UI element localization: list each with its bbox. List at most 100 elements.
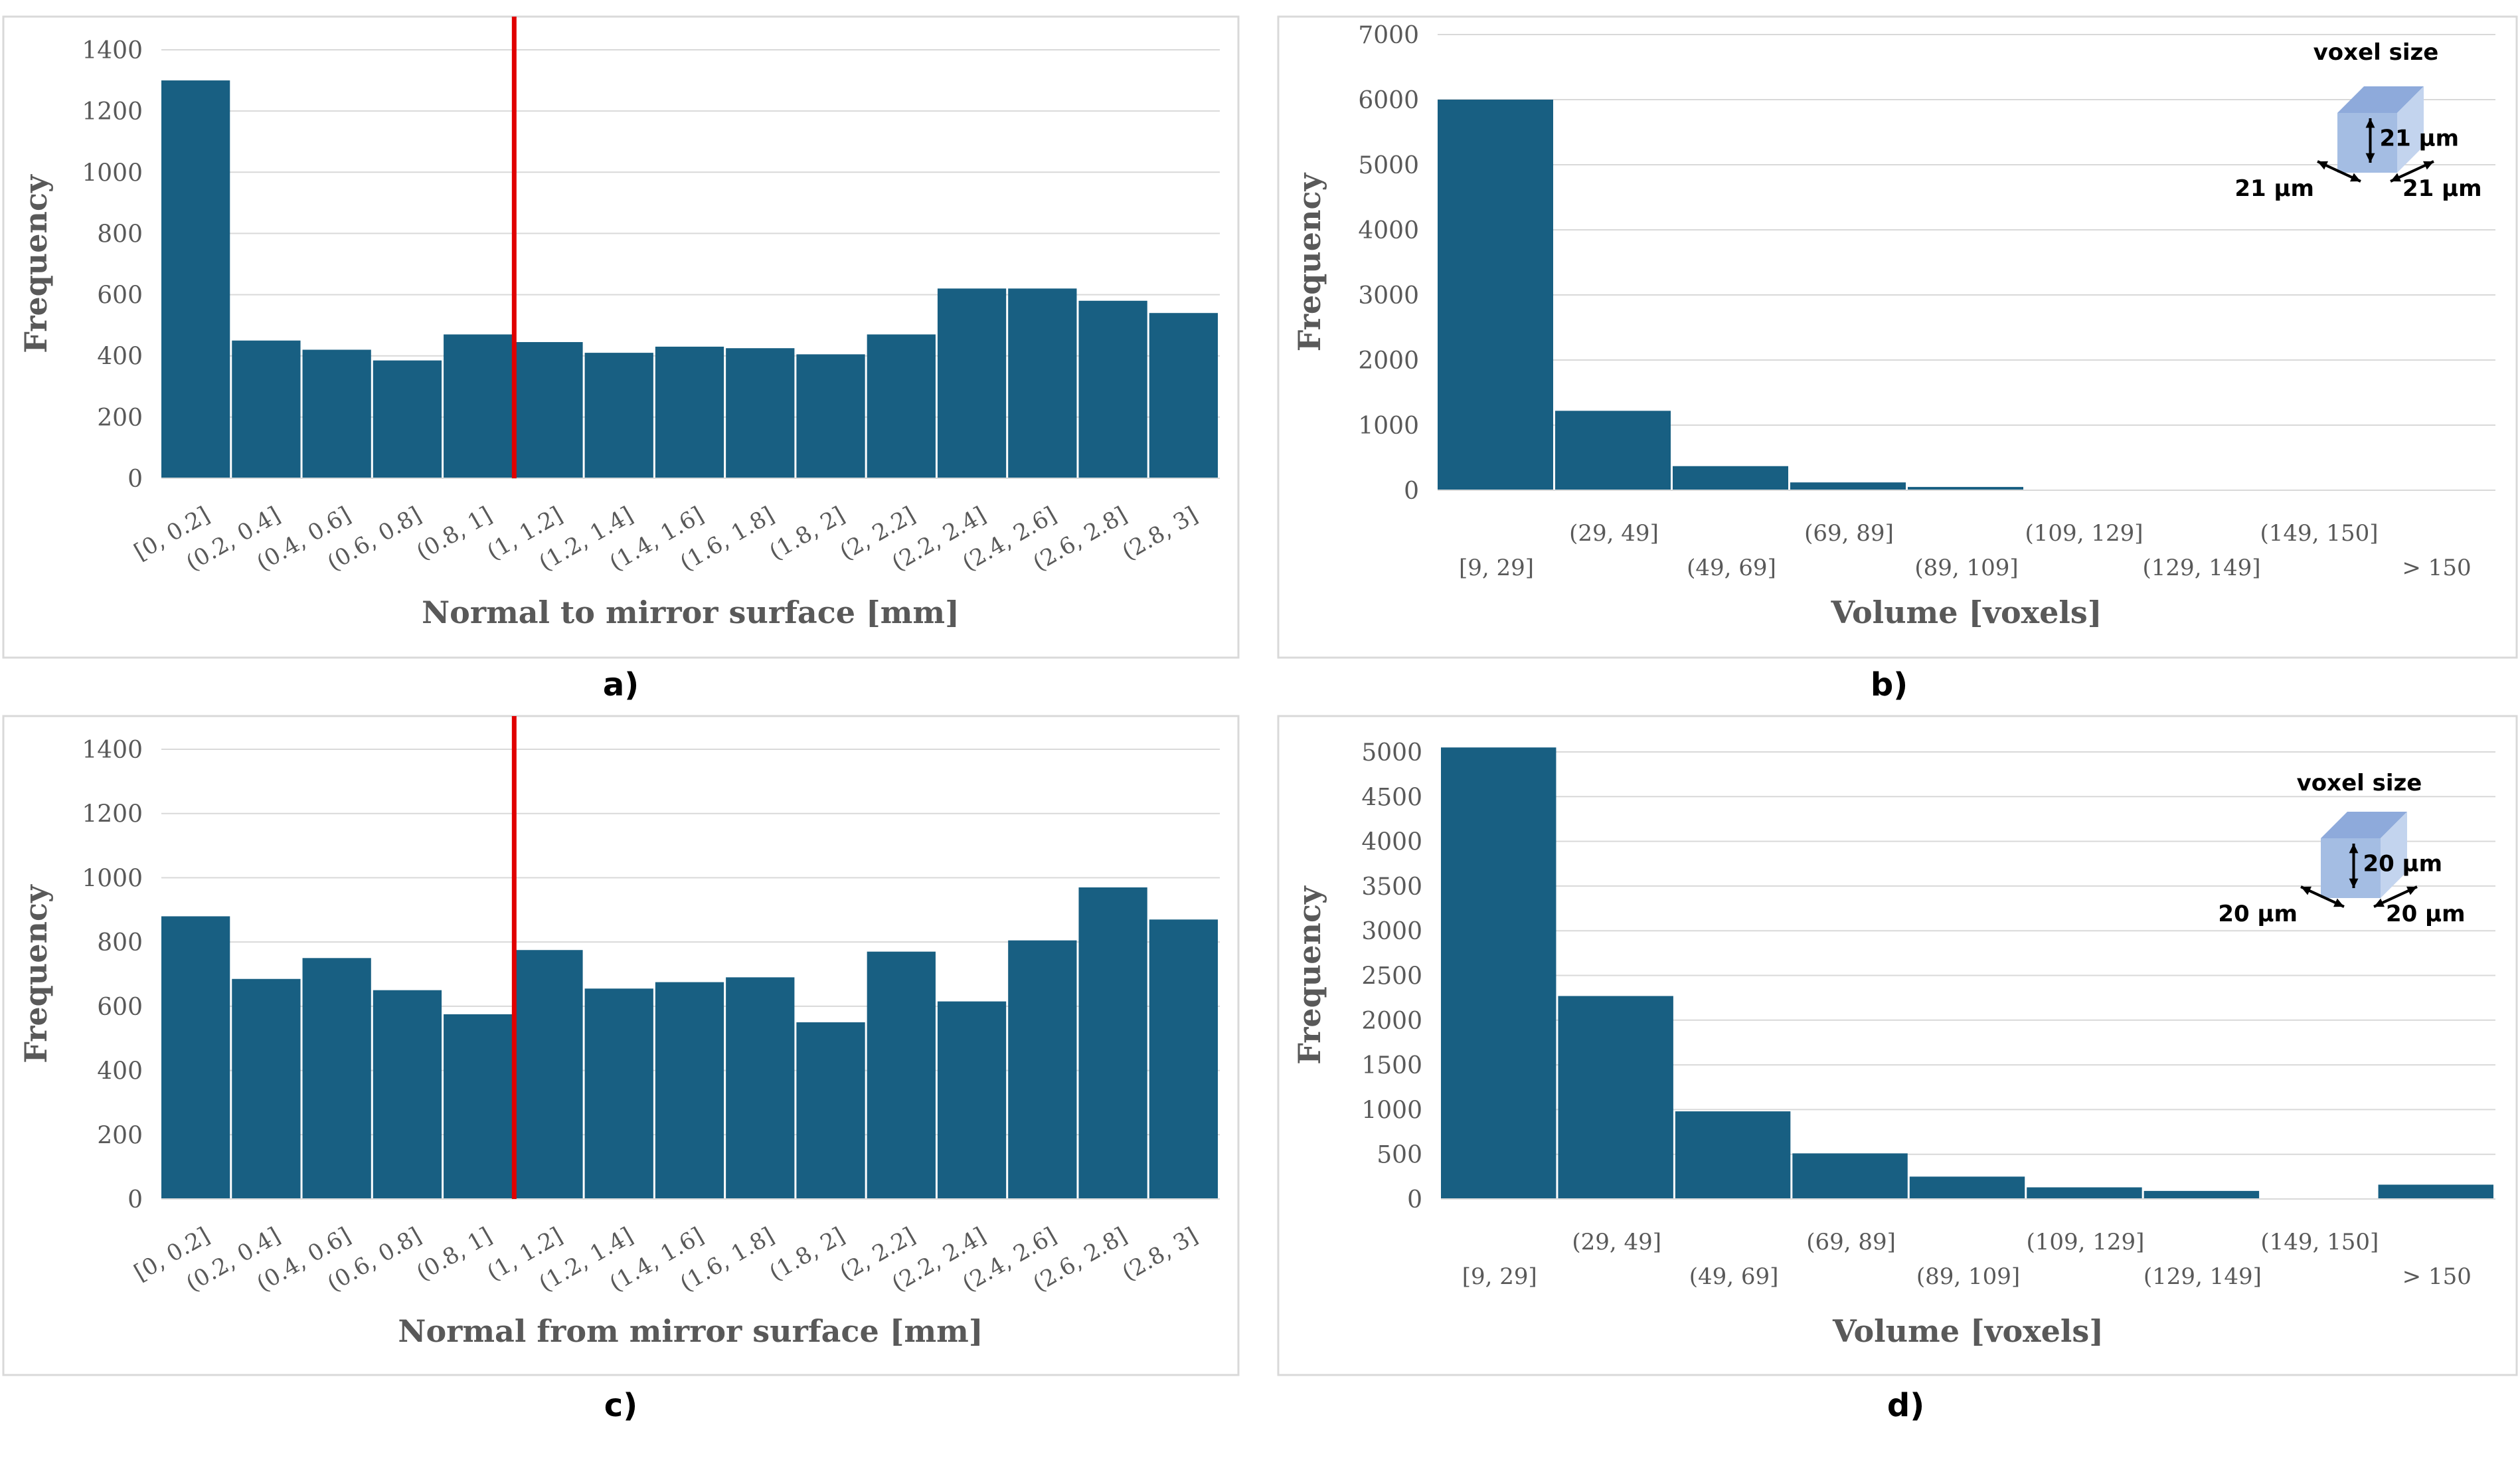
cube-side-face <box>2397 86 2424 173</box>
y-tick-label: 1000 <box>1361 1097 1422 1124</box>
inset-title: voxel size <box>2297 770 2422 796</box>
arrow-head <box>2423 161 2434 170</box>
cube-top-face <box>2321 812 2407 838</box>
y-tick-label: 1200 <box>82 98 143 126</box>
arrow-head <box>2349 844 2359 854</box>
y-tick-label: 600 <box>97 994 143 1021</box>
histogram-bar <box>584 988 653 1199</box>
histogram-bar <box>1008 940 1077 1199</box>
histogram-bar <box>796 354 865 478</box>
y-tick-label: 0 <box>1404 478 1419 505</box>
x-axis-title: Volume [voxels] <box>1832 1313 2104 1349</box>
histogram-bar <box>937 288 1007 478</box>
histogram-bar <box>1008 288 1077 478</box>
histogram-bar <box>2143 1190 2260 1199</box>
y-tick-label: 1000 <box>82 865 143 892</box>
panel-caption: a) <box>603 666 639 703</box>
histogram-bar <box>867 334 936 478</box>
x-tick-label: (29, 49] <box>1569 520 1659 547</box>
x-tick-label: (129, 149] <box>2143 1263 2262 1290</box>
y-axis-title: Frequency <box>18 884 54 1063</box>
chart-panel-d: 0 500 1000 1500 2000 2500 3000 3500 4000 4500 5000… <box>1277 715 2518 1424</box>
histogram-bar <box>1908 487 2023 490</box>
y-tick-label: 400 <box>97 343 143 371</box>
y-tick-label: 3000 <box>1358 282 1419 310</box>
y-tick-label: 3500 <box>1361 873 1422 901</box>
histogram-bar <box>1438 100 1553 490</box>
histogram-bar <box>1790 482 1906 490</box>
histogram-bar <box>1675 1111 1791 1199</box>
y-tick-label: 1500 <box>1361 1052 1422 1079</box>
voxel-size-inset: voxel size 20 μm 20 μm 20 μm <box>2218 770 2465 927</box>
arrow-head <box>2365 153 2375 163</box>
x-tick-label: (149, 150] <box>2260 1229 2379 1255</box>
arrow-head <box>2301 886 2311 895</box>
panel-caption: d) <box>1887 1387 1924 1424</box>
y-tick-label: 0 <box>127 466 143 493</box>
histogram-bar <box>161 916 230 1199</box>
inset-title: voxel size <box>2313 39 2439 66</box>
panel-caption: b) <box>1871 666 1908 703</box>
x-tick-label: (109, 129] <box>2026 1229 2144 1255</box>
histogram-bar <box>655 982 724 1199</box>
y-tick-label: 2500 <box>1361 963 1422 990</box>
arrow-head <box>2391 173 2401 182</box>
y-axis-title: Frequency <box>1292 173 1327 352</box>
histogram-bar <box>444 1014 513 1199</box>
cube-top-face <box>2337 86 2424 113</box>
y-tick-label: 1000 <box>1358 412 1419 440</box>
y-tick-label: 200 <box>97 405 143 432</box>
x-tick-label: [9, 29] <box>1462 1263 1537 1290</box>
y-tick-label: 1400 <box>82 737 143 764</box>
arrow-head <box>2406 886 2417 895</box>
histogram-bar <box>937 1001 1007 1199</box>
histogram-bar <box>1078 887 1147 1199</box>
histogram-bar <box>1078 300 1147 478</box>
y-tick-label: 800 <box>97 929 143 957</box>
y-tick-label: 5000 <box>1361 739 1422 767</box>
y-tick-label: 4500 <box>1361 784 1422 811</box>
cube-side-face <box>2381 812 2407 898</box>
arrow-head <box>2349 878 2359 888</box>
histogram-bar <box>302 349 371 478</box>
histogram-bar <box>867 951 936 1199</box>
y-tick-label: 0 <box>1407 1186 1422 1214</box>
histogram-bar <box>373 990 442 1199</box>
x-axis-title: Normal from mirror surface [mm] <box>398 1313 983 1349</box>
voxel-size-inset: voxel size 21 μm 21 μm 21 μm <box>2234 39 2481 202</box>
histogram-bar <box>161 80 230 479</box>
arrow-head <box>2317 161 2328 170</box>
y-tick-label: 400 <box>97 1058 143 1085</box>
histogram-bar <box>1909 1176 2025 1199</box>
panel-caption: c) <box>604 1387 637 1424</box>
y-tick-label: 4000 <box>1358 217 1419 244</box>
y-tick-label: 600 <box>97 282 143 310</box>
x-tick-label: (69, 89] <box>1804 520 1894 547</box>
arrow-head <box>2374 898 2385 907</box>
y-tick-label: 2000 <box>1361 1008 1422 1035</box>
y-tick-label: 200 <box>97 1122 143 1149</box>
x-tick-label: (49, 69] <box>1689 1263 1779 1290</box>
cube-front-face <box>2337 113 2397 173</box>
inset-dim-label: 21 μm <box>2380 126 2460 152</box>
histogram-bar <box>514 950 583 1199</box>
histogram-bar <box>444 334 513 478</box>
y-tick-label: 2000 <box>1358 347 1419 375</box>
histogram-bar <box>514 341 583 478</box>
y-tick-label: 800 <box>97 221 143 248</box>
inset-dim-label: 20 μm <box>2386 901 2466 927</box>
inset-dim-label: 20 μm <box>2218 901 2298 927</box>
histogram-bar <box>1792 1153 1908 1199</box>
x-axis-title: Volume [voxels] <box>1830 595 2102 630</box>
x-tick-label: (109, 129] <box>2025 520 2143 547</box>
histogram-bar <box>2027 1187 2142 1199</box>
y-tick-label: 500 <box>1377 1142 1422 1169</box>
histogram-bar <box>796 1022 865 1199</box>
y-axis-title: Frequency <box>18 174 54 353</box>
inset-dim-label: 21 μm <box>2402 175 2482 202</box>
histogram-bar <box>302 958 371 1199</box>
y-tick-label: 5000 <box>1358 152 1419 179</box>
y-tick-label: 4000 <box>1361 829 1422 856</box>
